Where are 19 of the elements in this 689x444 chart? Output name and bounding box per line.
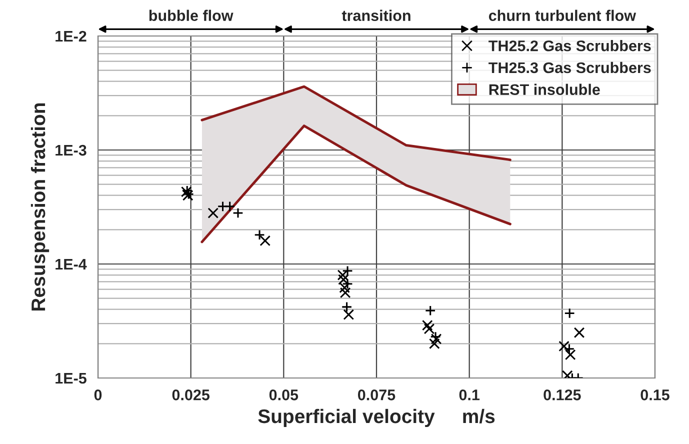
x-tick-label: 0.125	[544, 390, 581, 400]
x-tick-label: 0.05	[269, 390, 298, 400]
legend-label: TH25.2 Gas Scrubbers	[488, 40, 651, 52]
legend-label: REST insoluble	[489, 84, 600, 96]
x-tick-label: 0.1	[459, 390, 480, 400]
y-tick-label: 1E-3	[56, 144, 86, 156]
y-tick-label: 1E-2	[56, 30, 86, 42]
y-tick-label: 1E-5	[56, 373, 86, 384]
x-tick-label: 0.075	[358, 390, 396, 400]
text: churn turbulent flow	[488, 10, 636, 22]
x-tick-label: 0	[94, 390, 102, 400]
y-tick-label: 1E-4	[56, 259, 87, 270]
x-axis-title: Superficial velocity m/s	[258, 408, 495, 428]
x-tick-label: 0.15	[640, 390, 670, 400]
text: transition	[342, 10, 410, 22]
y-axis-title: Resuspension fraction	[30, 103, 50, 310]
x-tick-label: 0.025	[172, 390, 210, 400]
text: bubble flow	[149, 10, 234, 22]
legend-label: TH25.3 Gas Scrubbers	[488, 62, 651, 74]
